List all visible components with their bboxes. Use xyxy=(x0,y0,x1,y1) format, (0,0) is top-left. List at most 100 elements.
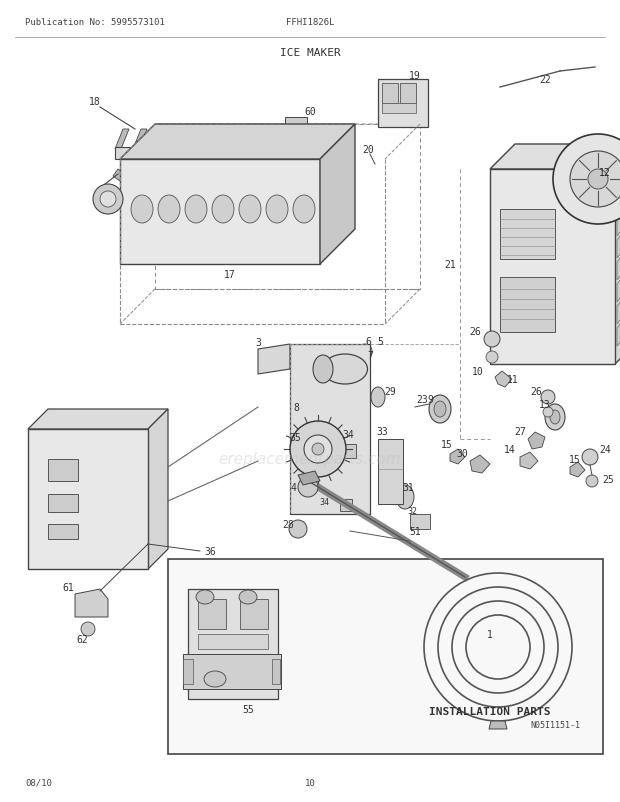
Bar xyxy=(410,514,430,529)
Text: 6: 6 xyxy=(365,337,371,346)
Ellipse shape xyxy=(185,196,207,224)
Bar xyxy=(48,460,78,481)
Text: 31: 31 xyxy=(402,482,414,492)
Text: Publication No: 5995573101: Publication No: 5995573101 xyxy=(25,18,165,27)
Polygon shape xyxy=(450,449,465,464)
Bar xyxy=(115,148,277,160)
Polygon shape xyxy=(489,721,507,729)
Polygon shape xyxy=(120,160,320,265)
Circle shape xyxy=(100,192,116,208)
Circle shape xyxy=(93,184,123,215)
Text: 26: 26 xyxy=(530,387,542,396)
Ellipse shape xyxy=(239,590,257,604)
Polygon shape xyxy=(617,172,620,215)
Polygon shape xyxy=(205,130,219,150)
Text: 1: 1 xyxy=(487,630,493,639)
Polygon shape xyxy=(223,130,237,150)
Circle shape xyxy=(486,351,498,363)
Ellipse shape xyxy=(313,355,333,383)
Polygon shape xyxy=(617,260,620,302)
Text: ereplacementparts.com: ereplacementparts.com xyxy=(219,452,401,467)
Text: 51: 51 xyxy=(409,526,421,537)
Polygon shape xyxy=(617,216,620,259)
Polygon shape xyxy=(470,456,490,473)
Circle shape xyxy=(484,331,500,347)
Text: 7: 7 xyxy=(367,350,373,361)
Text: ICE MAKER: ICE MAKER xyxy=(280,48,340,58)
Polygon shape xyxy=(187,130,201,150)
Bar xyxy=(342,444,356,459)
Text: 08/10: 08/10 xyxy=(25,778,52,787)
Ellipse shape xyxy=(131,196,153,224)
Bar xyxy=(48,525,78,539)
Ellipse shape xyxy=(434,402,446,418)
Text: 10: 10 xyxy=(304,778,316,787)
Polygon shape xyxy=(241,130,255,150)
Polygon shape xyxy=(430,399,445,415)
Bar xyxy=(500,277,555,333)
Polygon shape xyxy=(113,170,125,182)
Text: 25: 25 xyxy=(602,475,614,484)
Polygon shape xyxy=(298,472,320,485)
Bar xyxy=(183,654,281,689)
Polygon shape xyxy=(617,194,620,237)
Text: 30: 30 xyxy=(456,448,468,459)
Polygon shape xyxy=(120,125,355,160)
Bar xyxy=(240,599,268,630)
Polygon shape xyxy=(259,130,273,150)
Text: 11: 11 xyxy=(507,375,519,384)
Text: INSTALLATION PARTS: INSTALLATION PARTS xyxy=(429,706,551,716)
Circle shape xyxy=(304,435,332,464)
Ellipse shape xyxy=(158,196,180,224)
Circle shape xyxy=(582,449,598,465)
Bar xyxy=(188,589,278,699)
Text: 61: 61 xyxy=(62,582,74,592)
Polygon shape xyxy=(169,130,183,150)
Polygon shape xyxy=(320,125,355,265)
Polygon shape xyxy=(290,345,370,514)
Text: 19: 19 xyxy=(409,71,421,81)
Ellipse shape xyxy=(266,196,288,224)
Text: 32: 32 xyxy=(407,507,417,516)
Bar xyxy=(198,634,268,649)
Text: 36: 36 xyxy=(204,546,216,557)
Text: 35: 35 xyxy=(289,432,301,443)
Polygon shape xyxy=(520,452,538,469)
Ellipse shape xyxy=(396,485,414,509)
Circle shape xyxy=(543,407,553,418)
Circle shape xyxy=(541,391,555,404)
Text: 18: 18 xyxy=(89,97,101,107)
Text: 26: 26 xyxy=(469,326,481,337)
Text: 14: 14 xyxy=(504,444,516,455)
Text: 20: 20 xyxy=(362,145,374,155)
Bar xyxy=(323,370,368,407)
Polygon shape xyxy=(617,304,620,346)
Polygon shape xyxy=(258,345,290,375)
Ellipse shape xyxy=(212,196,234,224)
Circle shape xyxy=(312,444,324,456)
Polygon shape xyxy=(528,432,545,449)
Circle shape xyxy=(81,622,95,636)
Text: N05I1151-1: N05I1151-1 xyxy=(530,720,580,729)
Text: 27: 27 xyxy=(514,427,526,436)
Ellipse shape xyxy=(293,196,315,224)
Polygon shape xyxy=(28,410,168,429)
Polygon shape xyxy=(115,130,129,150)
Text: 60: 60 xyxy=(304,107,316,117)
Circle shape xyxy=(289,520,307,538)
Circle shape xyxy=(298,477,318,497)
Bar xyxy=(400,84,416,104)
Text: 5: 5 xyxy=(377,337,383,346)
Polygon shape xyxy=(615,145,620,365)
Text: 15: 15 xyxy=(441,439,453,449)
Text: 21: 21 xyxy=(444,260,456,269)
Bar xyxy=(272,659,280,684)
Bar xyxy=(285,118,307,136)
Ellipse shape xyxy=(204,671,226,687)
Text: 3: 3 xyxy=(255,338,261,347)
Text: 28: 28 xyxy=(282,520,294,529)
Text: 15: 15 xyxy=(569,455,581,464)
Ellipse shape xyxy=(550,411,560,424)
Bar xyxy=(155,125,420,290)
Text: 55: 55 xyxy=(242,704,254,714)
